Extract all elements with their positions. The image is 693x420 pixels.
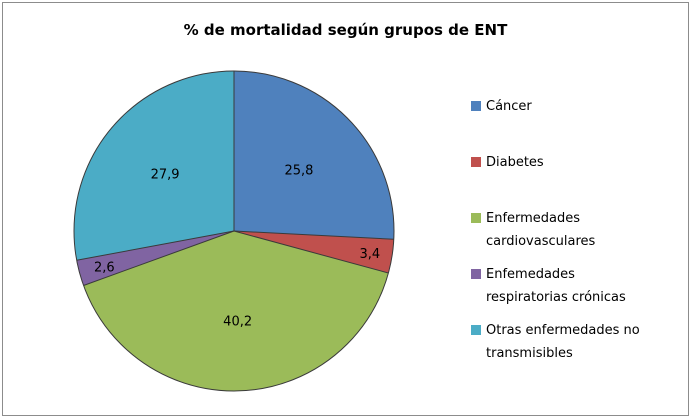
legend-swatch-2 (471, 157, 481, 167)
legend-label-2: Diabetes (486, 155, 544, 170)
chart-title: % de mortalidad según grupos de ENT (183, 21, 508, 39)
legend-label-3: Enfermedades cardiovasculares (486, 211, 596, 249)
pie-chart: 25,8 3,4 40,2 2,6 27,9 (73, 70, 395, 392)
slice-divider-2 (233, 230, 394, 240)
data-label-1: 25,8 (285, 163, 314, 178)
data-label-4: 2,6 (94, 260, 115, 275)
legend-label-4: Enfemedades respiratorias crónicas (486, 267, 626, 305)
pie-slice-3 (83, 231, 389, 392)
legend-swatch-4 (471, 269, 481, 279)
data-label-5: 27,9 (151, 168, 180, 183)
slice-divider-4 (83, 230, 235, 286)
legend-item-5: Otras enfermedades no transmisibles (471, 319, 686, 375)
data-label-2: 3,4 (360, 247, 381, 262)
legend-swatch-1 (471, 101, 481, 111)
pie-slice-4 (76, 231, 234, 286)
legend-item-2: Diabetes (471, 151, 686, 207)
slice-divider-5 (76, 230, 235, 261)
legend-swatch-5 (471, 325, 481, 335)
legend-swatch-3 (471, 213, 481, 223)
legend-label-1: Cáncer (486, 99, 532, 114)
pie-slice-5 (73, 71, 234, 261)
legend: Cáncer Diabetes Enfermedades cardiovascular… (471, 95, 686, 375)
legend-item-4: Enfemedades respiratorias crónicas (471, 263, 686, 319)
slice-divider-3 (233, 230, 389, 274)
legend-item-1: Cáncer (471, 95, 686, 151)
chart-frame: % de mortalidad según grupos de ENT 25,8… (2, 2, 689, 416)
pie-slice-1 (234, 71, 394, 240)
legend-label-5: Otras enfermedades no transmisibles (486, 323, 640, 361)
legend-item-3: Enfermedades cardiovasculares (471, 207, 686, 263)
data-label-3: 40,2 (223, 315, 252, 330)
